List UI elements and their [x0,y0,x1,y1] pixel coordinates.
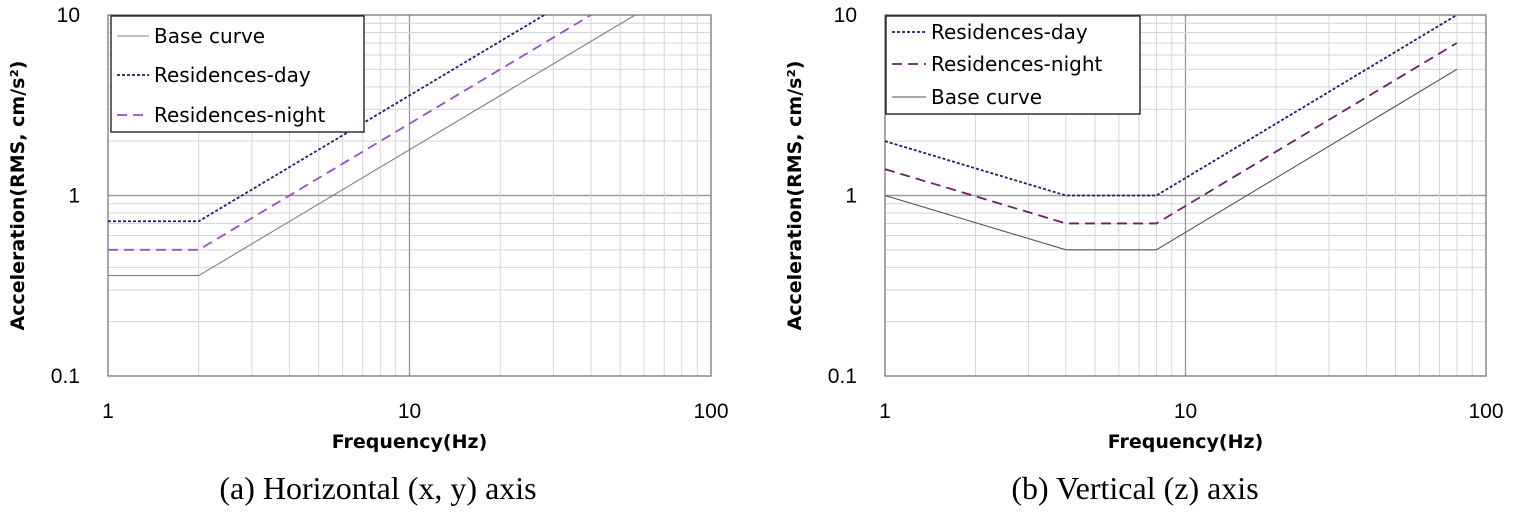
chart-panel-horizontal: 1 10 100 0.1 1 10 Frequency(Hz) Acceleration(RM… [0,0,756,515]
legend-label: Residences-night [931,52,1102,76]
x-tick-label: 100 [693,400,728,423]
y-tick-label: 1 [845,185,857,208]
series-line-base-curve [108,15,636,277]
legend-label: Residences-day [931,20,1088,44]
chart-horizontal: 1 10 100 0.1 1 10 Frequency(Hz) Acceleration(RM… [7,4,729,453]
series-line-base-curve [885,68,1458,251]
y-axis-title: Acceleration(RMS, cm/s²) [7,61,29,331]
legend-vertical: Residences-day Residences-night Base curve [885,15,1141,115]
caption-vertical: (b) Vertical (z) axis [1011,470,1259,506]
legend-horizontal: Base curve Residences-day Residences-night [110,15,365,133]
plot-area-border [107,14,712,377]
y-tick-label: 0.1 [828,365,857,388]
legend-box [885,15,1141,115]
x-tick-label: 1 [102,400,114,423]
y-tick-label: 1 [68,185,80,208]
chart-panel-vertical: 1 10 100 0.1 1 10 Frequency(Hz) Acceleration(RM… [757,0,1513,515]
y-axis-title: Acceleration(RMS, cm/s²) [784,61,806,331]
y-tick-label: 10 [57,4,80,27]
x-axis-title: Frequency(Hz) [332,431,488,453]
x-tick-label: 10 [1174,400,1197,423]
chart-vertical: 1 10 100 0.1 1 10 Frequency(Hz) Acceleration(RM… [784,4,1504,453]
legend-box [110,15,365,133]
x-axis-title: Frequency(Hz) [1108,431,1264,453]
legend-label: Base curve [154,24,265,48]
series-line-residences-day [108,15,545,223]
legend-label: Residences-night [154,103,325,127]
x-tick-label: 100 [1468,400,1503,423]
x-tick-label: 1 [879,400,891,423]
series-line-residences-night [885,42,1458,225]
y-tick-label: 0.1 [51,365,80,388]
caption-horizontal: (a) Horizontal (x, y) axis [219,470,537,506]
x-tick-label: 10 [398,400,421,423]
y-tick-label: 10 [834,4,857,27]
legend-label: Base curve [931,85,1042,109]
legend-label: Residences-day [154,63,311,87]
